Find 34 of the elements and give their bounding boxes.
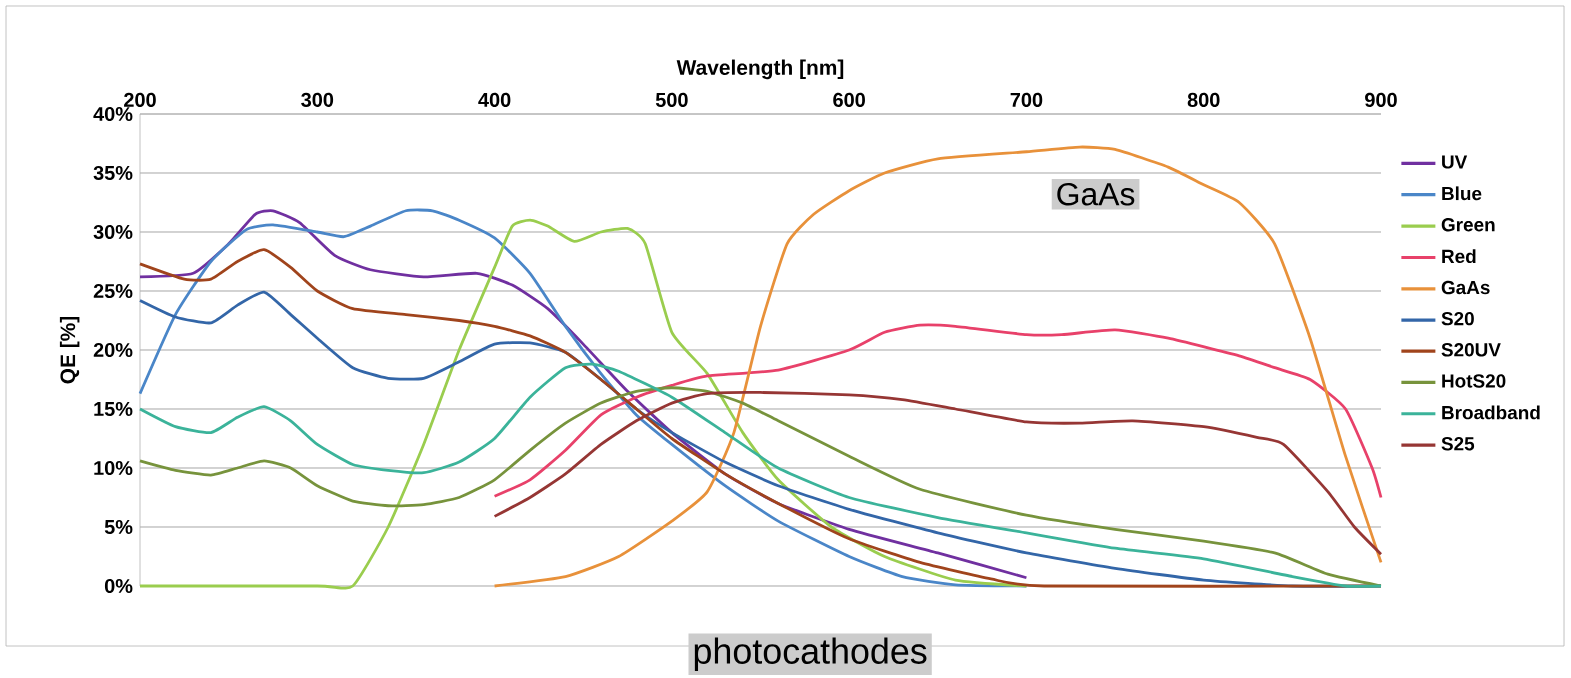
x-axis-title: Wavelength [nm] <box>676 59 844 80</box>
legend-label: UV <box>1442 155 1468 169</box>
legend-label: S20 <box>1441 311 1474 326</box>
x-tick-label: 200 <box>124 92 156 107</box>
legend-label: GaAs <box>1441 280 1490 295</box>
x-tick-label: 900 <box>1365 92 1397 107</box>
y-tick-label: 15% <box>94 401 133 417</box>
legend-label: Blue <box>1442 186 1482 201</box>
y-tick-label: 35% <box>93 165 133 181</box>
legend-label: HotS20 <box>1442 374 1506 388</box>
line-series <box>493 391 1383 556</box>
legend-label: Green <box>1441 218 1495 232</box>
legend-label: S20UV <box>1441 343 1501 357</box>
x-tick-label: 300 <box>301 92 334 107</box>
y-axis-title: QE [%] <box>59 316 80 384</box>
y-tick-label: 5% <box>104 519 133 535</box>
x-tick-label: 500 <box>655 92 688 107</box>
annotation: GaAs <box>1057 182 1135 206</box>
text: photocathodes <box>694 637 927 672</box>
x-tick-label: 400 <box>478 92 511 107</box>
legend-label: S25 <box>1441 437 1475 451</box>
y-tick-label: 40% <box>93 106 133 122</box>
y-tick-label: 20% <box>93 342 133 358</box>
x-tick-label: 700 <box>1010 92 1043 107</box>
y-tick-label: 25% <box>93 283 133 299</box>
y-tick-label: 10% <box>94 460 133 476</box>
line-series <box>493 323 1383 499</box>
line-series <box>493 145 1383 588</box>
x-tick-label: 800 <box>1187 92 1220 107</box>
y-tick-label: 30% <box>93 224 133 240</box>
y-tick-label: 0% <box>104 578 133 594</box>
x-tick-label: 600 <box>833 92 865 107</box>
legend-label: Broadband <box>1442 405 1540 420</box>
legend-label: Red <box>1442 249 1476 264</box>
